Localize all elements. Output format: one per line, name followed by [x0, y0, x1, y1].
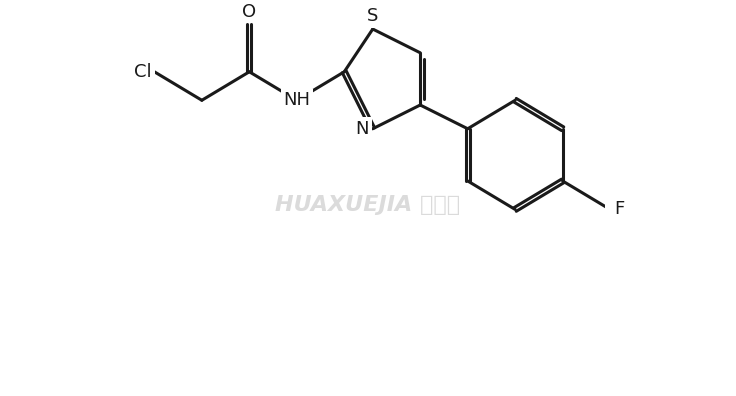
Text: F: F	[614, 200, 624, 219]
Text: Cl: Cl	[135, 63, 152, 81]
Text: HUAXUEJIA 化学加: HUAXUEJIA 化学加	[275, 195, 461, 215]
Text: N: N	[355, 120, 369, 138]
Text: S: S	[367, 7, 378, 25]
Text: O: O	[242, 2, 256, 21]
Text: NH: NH	[283, 91, 311, 109]
